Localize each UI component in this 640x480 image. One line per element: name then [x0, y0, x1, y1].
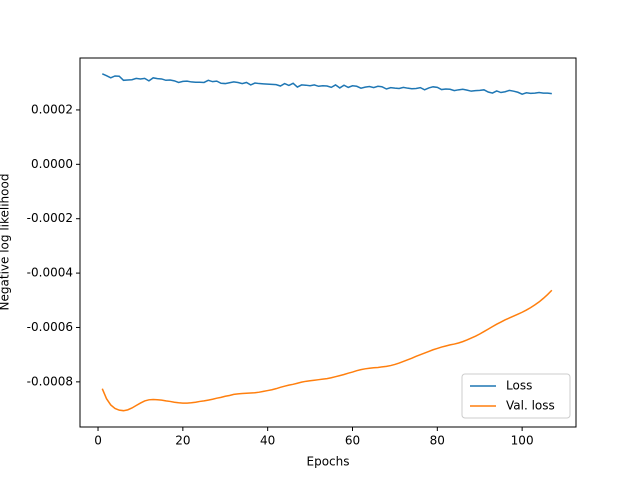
x-tick-label: 100 — [511, 434, 534, 448]
y-tick-label: -0.0008 — [27, 374, 73, 388]
y-tick-label: 0.0002 — [31, 102, 73, 116]
y-axis-label: Negative log likelihood — [0, 174, 12, 311]
x-tick-label: 20 — [175, 434, 190, 448]
legend-label: Loss — [506, 379, 532, 393]
y-tick-label: -0.0004 — [27, 266, 73, 280]
x-tick-label: 60 — [345, 434, 360, 448]
x-axis-label: Epochs — [307, 455, 350, 469]
legend-box — [461, 373, 571, 419]
x-tick-label: 40 — [260, 434, 275, 448]
x-tick-label: 0 — [94, 434, 102, 448]
legend-label: Val. loss — [506, 399, 555, 413]
x-tick-label: 80 — [430, 434, 445, 448]
y-tick-label: 0.0000 — [31, 157, 73, 171]
series-line — [101, 73, 552, 95]
y-tick-label: -0.0006 — [27, 320, 73, 334]
plot-frame — [79, 57, 577, 428]
y-tick-label: -0.0002 — [27, 211, 73, 225]
series-line — [101, 289, 553, 412]
